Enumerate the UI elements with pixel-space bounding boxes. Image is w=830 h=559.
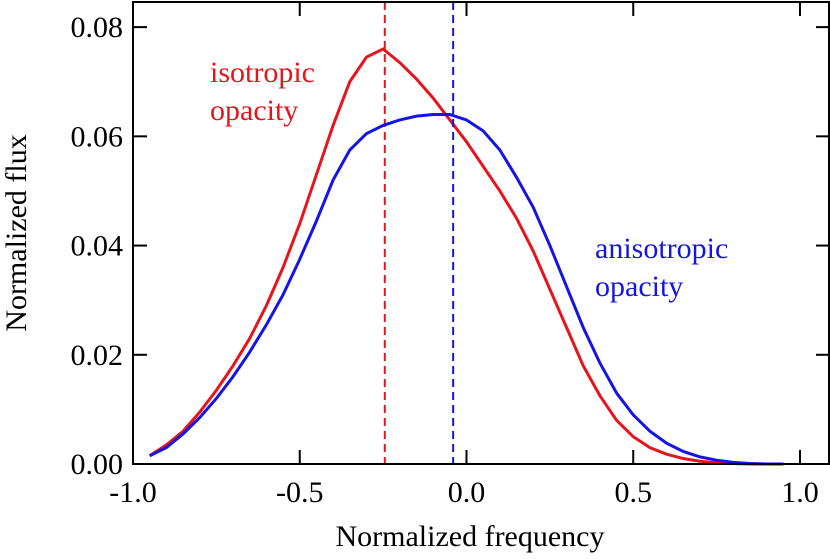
x-axis-label: Normalized frequency [335,520,604,553]
y-tick-label: 0.04 [71,230,124,263]
x-tick-label: 0.0 [448,476,486,509]
y-tick-label: 0.02 [71,339,124,372]
y-tick-label: 0.06 [71,120,124,153]
series-line [148,47,784,466]
y-tick-label: 0.08 [71,11,124,44]
y-tick-label: 0.00 [71,448,124,481]
x-tick-label: 1.0 [781,476,819,509]
annotation: opacity [595,270,683,303]
x-tick-label: -1.0 [109,476,157,509]
x-tick-label: -0.5 [276,476,324,509]
series-line [149,112,784,466]
annotation: opacity [210,94,298,127]
y-axis-label: Normalized flux [0,134,33,331]
plot-frame [132,1,830,465]
annotation: anisotropic [595,232,728,265]
x-tick-label: 0.5 [614,476,652,509]
annotation: isotropic [210,56,315,89]
